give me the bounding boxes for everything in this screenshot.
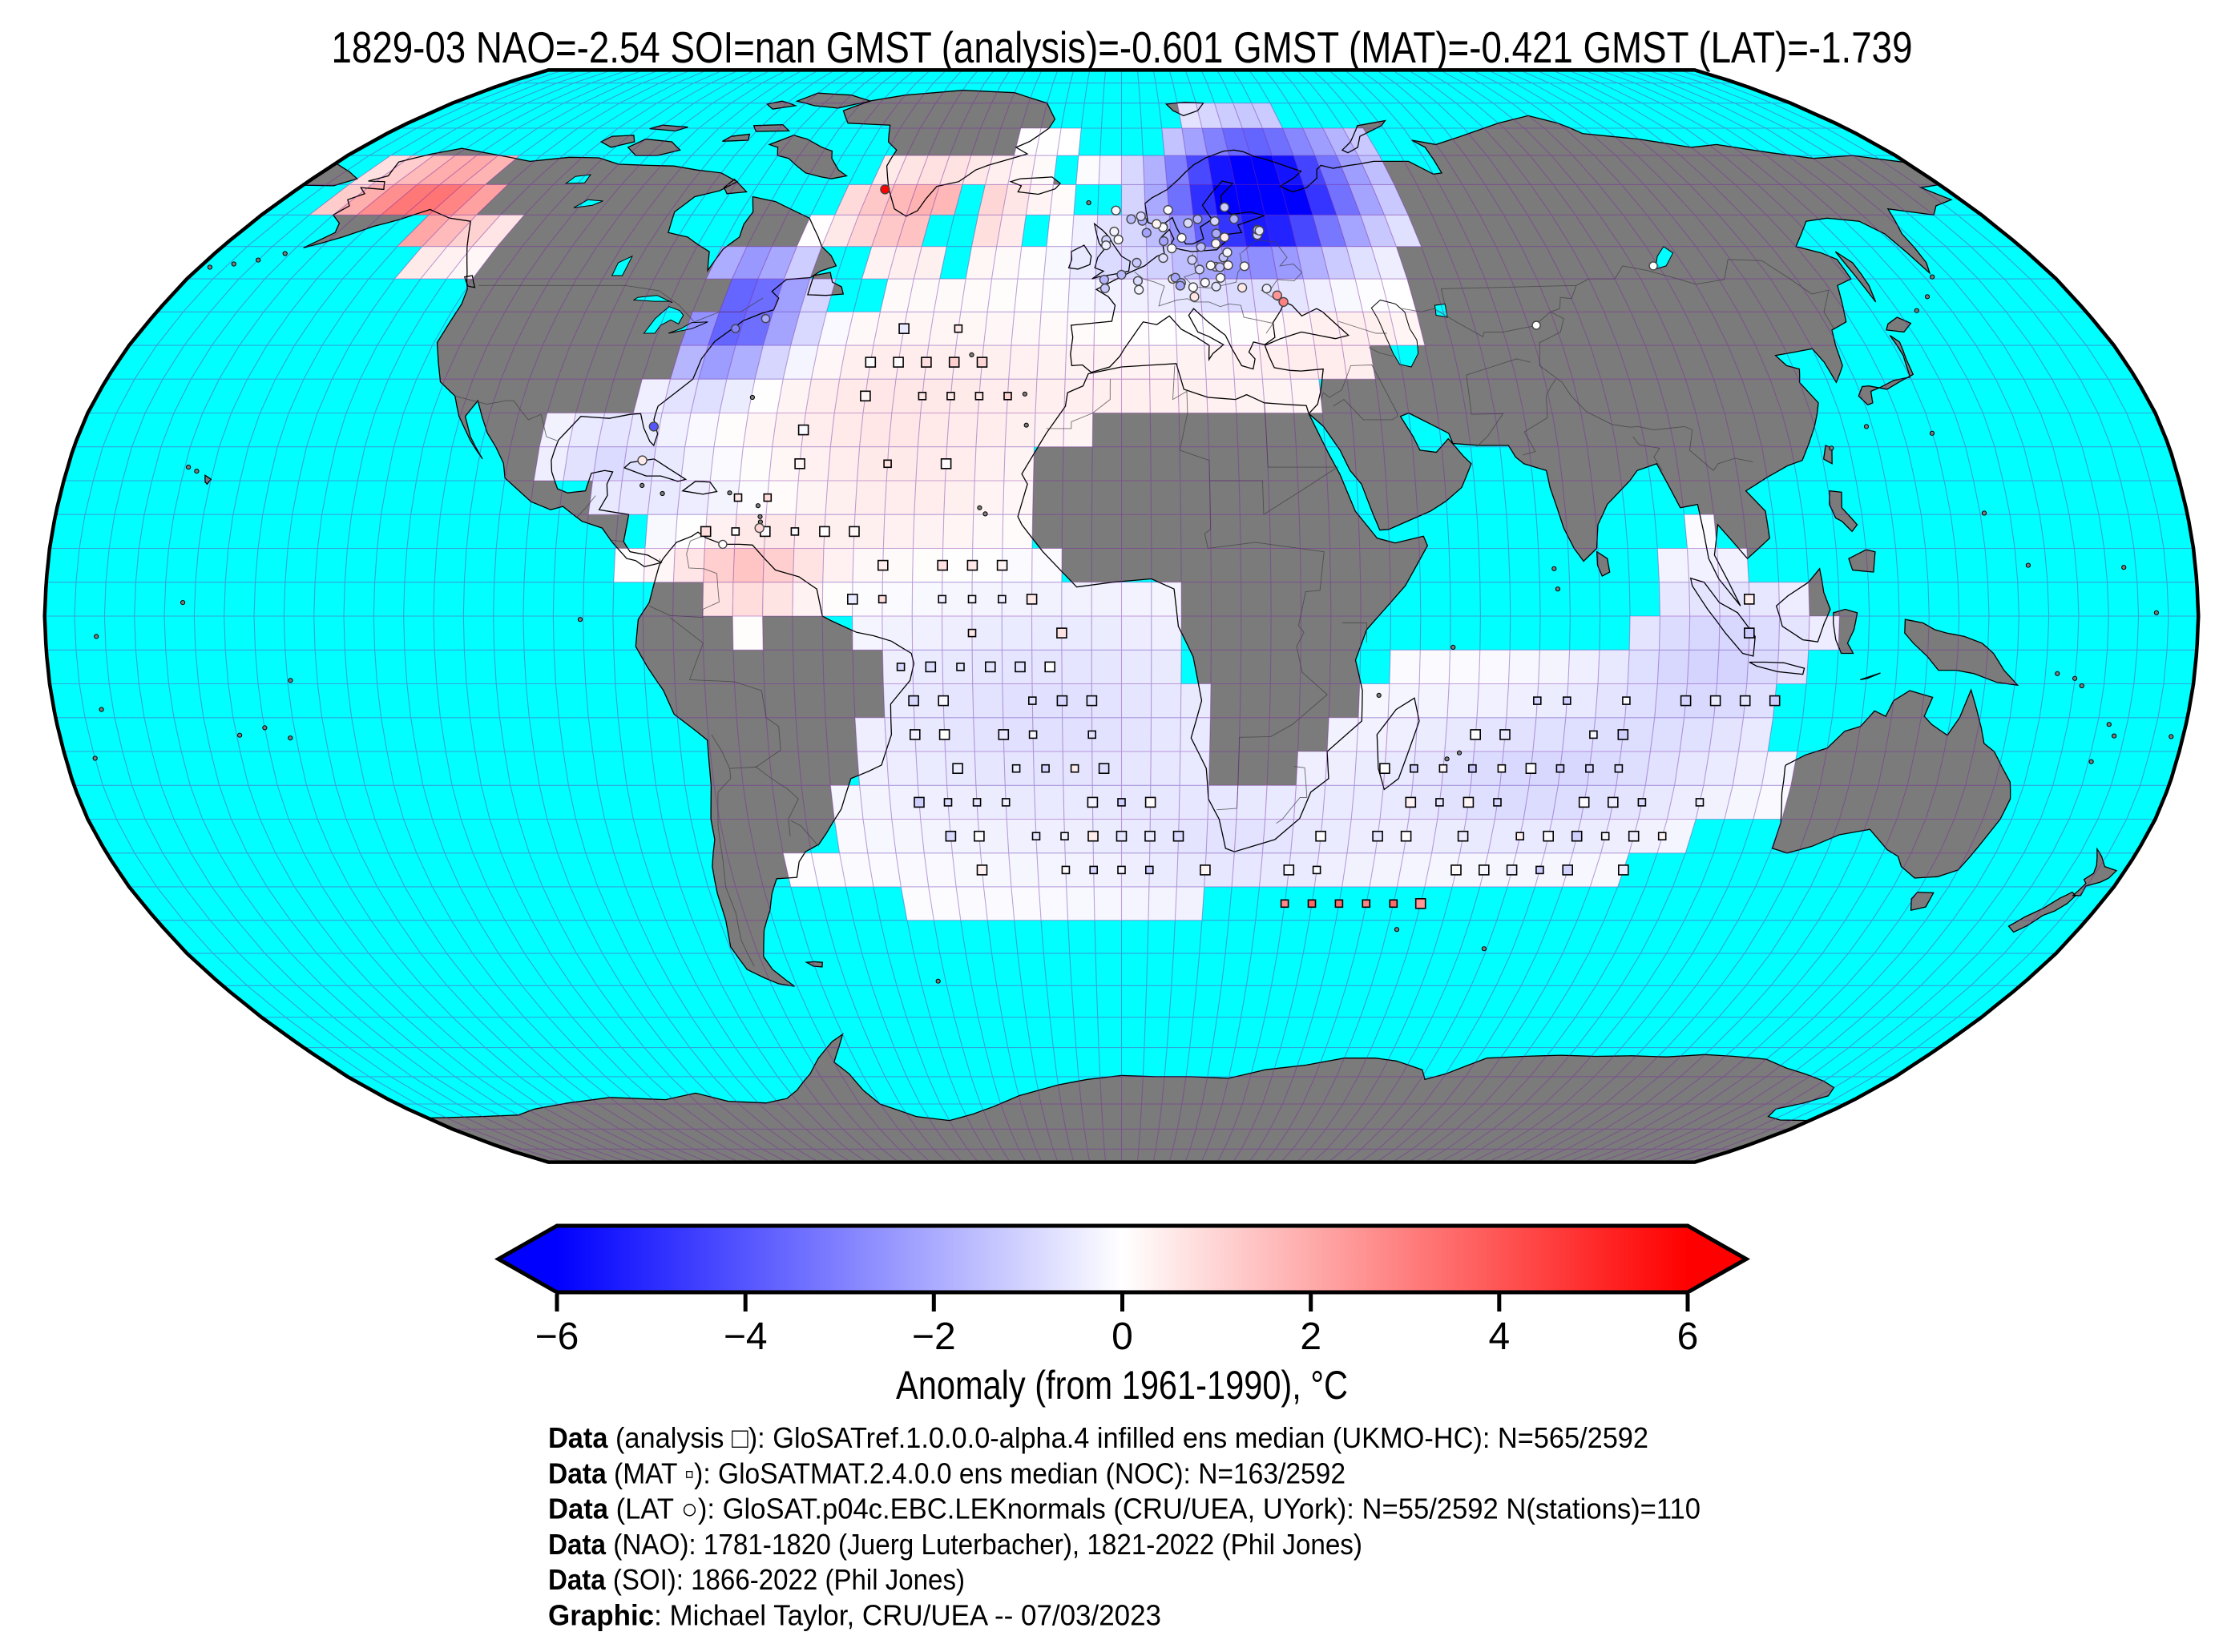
svg-text:1829-03 NAO=-2.54 SOI=nan GMST: 1829-03 NAO=-2.54 SOI=nan GMST (analysis… xyxy=(332,22,1913,72)
svg-text:4: 4 xyxy=(1488,1316,1510,1358)
svg-text:Data (MAT ▫): GloSATMAT.2.4.0.: Data (MAT ▫): GloSATMAT.2.4.0.0 ens medi… xyxy=(548,1457,1346,1489)
svg-text:2: 2 xyxy=(1300,1316,1321,1358)
svg-text:−6: −6 xyxy=(535,1316,579,1358)
svg-text:6: 6 xyxy=(1677,1316,1699,1358)
svg-text:Data (LAT ○): GloSAT.p04c.EBC.: Data (LAT ○): GloSAT.p04c.EBC.LEKnormals… xyxy=(548,1493,1701,1525)
svg-text:0: 0 xyxy=(1112,1316,1133,1358)
svg-text:−4: −4 xyxy=(724,1316,768,1358)
svg-text:Data (SOI): 1866-2022 (Phil Jo: Data (SOI): 1866-2022 (Phil Jones) xyxy=(548,1563,965,1596)
svg-text:Graphic: Michael Taylor, CRU/U: Graphic: Michael Taylor, CRU/UEA -- 07/0… xyxy=(548,1599,1161,1632)
svg-text:Data (analysis □): GloSATref.1: Data (analysis □): GloSATref.1.0.0.0-alp… xyxy=(548,1421,1648,1454)
svg-text:−2: −2 xyxy=(912,1316,956,1358)
svg-text:Data (NAO): 1781-1820 (Juerg L: Data (NAO): 1781-1820 (Juerg Luterbacher… xyxy=(548,1528,1362,1561)
svg-text:Anomaly (from 1961-1990), °C: Anomaly (from 1961-1990), °C xyxy=(896,1363,1348,1408)
